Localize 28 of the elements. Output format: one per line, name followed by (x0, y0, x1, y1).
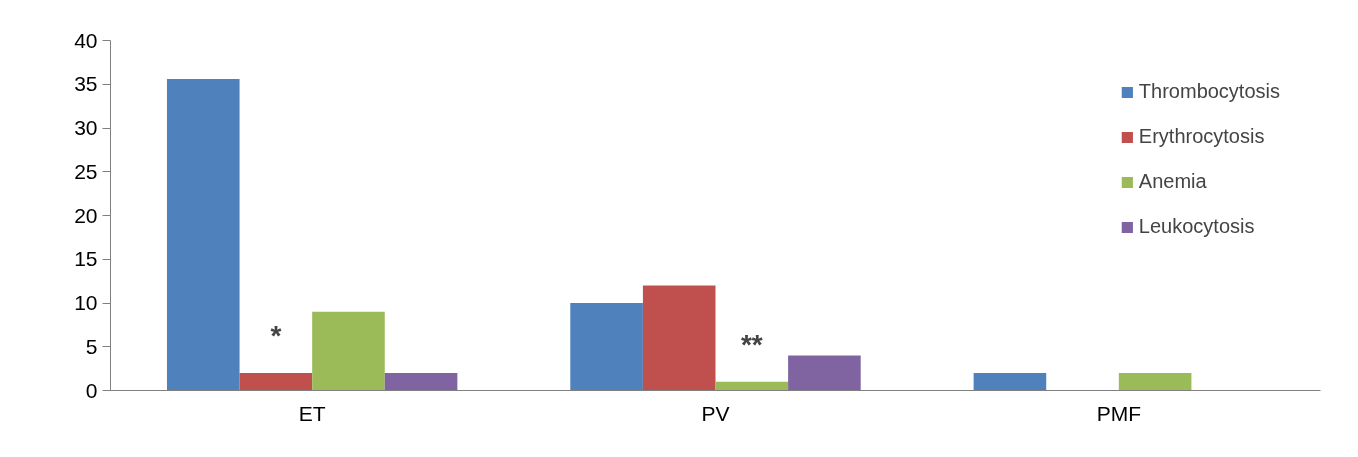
x-tick-label: PV (701, 401, 730, 425)
annotation: ** (740, 328, 763, 360)
y-tick-label: 35 (74, 72, 98, 96)
y-tick-label: 20 (74, 203, 98, 227)
y-tick-label: 0 (85, 378, 98, 402)
bar (570, 303, 643, 391)
y-tick-label: 30 (74, 116, 98, 139)
bar (715, 381, 789, 391)
legend-label: Erythrocytosis (1138, 125, 1265, 148)
y-tick-label: 10 (74, 291, 98, 314)
legend-label: Anemia (1138, 170, 1207, 193)
bar (312, 311, 385, 391)
bar (166, 79, 240, 391)
y-tick-label: 15 (74, 247, 98, 271)
bar (642, 285, 716, 391)
bar (1118, 373, 1192, 391)
bar (384, 373, 458, 391)
x-tick-label: PMF (1096, 401, 1141, 425)
x-tick-label: ET (298, 401, 326, 425)
bar (973, 373, 1047, 391)
y-tick-label: 40 (74, 28, 98, 52)
y-tick-label: 5 (85, 334, 98, 358)
annotation: * (270, 320, 282, 352)
legend-label: Thrombocytosis (1138, 80, 1280, 103)
legend-label: Leukocytosis (1138, 215, 1255, 238)
bar (239, 373, 313, 391)
bar (788, 355, 861, 391)
y-tick-label: 25 (74, 159, 98, 183)
